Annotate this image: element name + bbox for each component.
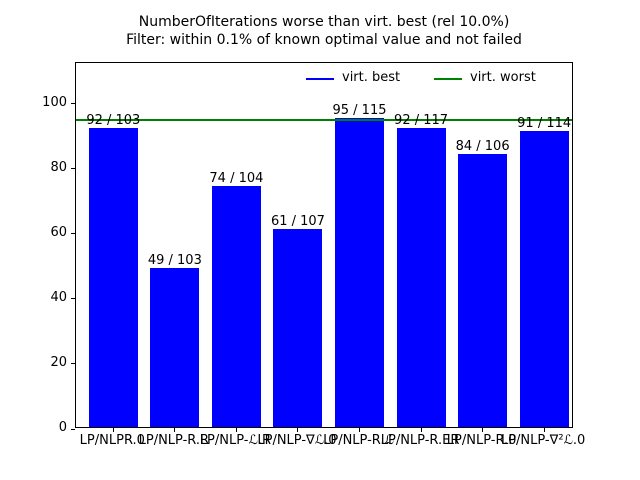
x-axis-tick-label: LP/NLP-R.R: [138, 433, 210, 448]
bar-value-label: 95 / 115: [332, 103, 387, 119]
y-axis-tick-label: 60: [50, 224, 67, 240]
legend-line-virt-best: [306, 78, 334, 80]
chart-title-line2: Filter: within 0.1% of known optimal val…: [126, 32, 522, 48]
x-tick-mark: [420, 428, 422, 432]
chart-title: NumberOfIterations worse than virt. best…: [75, 13, 573, 49]
x-axis-tick-label: LP/NLP-ℒ.R: [199, 433, 271, 448]
y-tick-mark: [71, 103, 75, 105]
bar: [211, 186, 261, 427]
x-tick-mark: [297, 428, 299, 432]
bar: [458, 153, 508, 427]
bar-value-label: 74 / 104: [209, 171, 264, 187]
y-axis-tick-label: 0: [58, 420, 67, 435]
legend-label-virt-best: virt. best: [342, 70, 401, 85]
bar-value-label: 84 / 106: [455, 138, 510, 154]
bar: [150, 267, 200, 427]
x-axis-tick-label: LP/NLP-R.ER: [380, 433, 460, 448]
y-axis-tick-label: 40: [50, 289, 67, 305]
x-tick-mark: [482, 428, 484, 432]
legend-line-virt-worst: [434, 78, 462, 80]
legend-label-virt-worst: virt. worst: [470, 70, 536, 85]
y-tick-mark: [71, 298, 75, 300]
x-tick-mark: [112, 428, 114, 432]
bar: [273, 228, 323, 427]
bar: [519, 131, 569, 427]
bar-value-label: 61 / 107: [270, 213, 325, 229]
y-axis-tick-label: 100: [42, 94, 67, 110]
bar: [396, 127, 446, 427]
y-axis-tick-label: 20: [50, 354, 67, 370]
bar-value-label: 92 / 117: [394, 112, 449, 128]
chart-title-line1: NumberOfIterations worse than virt. best…: [138, 14, 510, 30]
legend: virt. best virt. worst: [306, 67, 564, 91]
legend-entry-virt-best: virt. best: [306, 67, 426, 91]
y-tick-mark: [71, 363, 75, 365]
bar: [335, 118, 384, 427]
bar: [88, 127, 138, 427]
x-tick-mark: [174, 428, 176, 432]
x-axis-tick-label: LP/NLP-R.ℒ: [323, 433, 394, 448]
y-tick-mark: [71, 233, 75, 235]
y-tick-mark: [71, 168, 75, 170]
x-tick-mark: [235, 428, 237, 432]
x-axis-tick-label: LP/NLP-R.0: [446, 433, 517, 448]
x-axis-tick-label: LP/NLPR.0: [79, 433, 145, 448]
x-tick-mark: [543, 428, 545, 432]
x-axis-tick-label: LP/NLP-∇ℒ.0: [257, 433, 337, 448]
bar-value-label: 92 / 103: [86, 112, 141, 128]
bar-value-label: 49 / 103: [147, 252, 202, 268]
plot-area: virt. best virt. worst 92 / 103 49 / 103 7…: [71, 62, 573, 432]
bar-value-label: 91 / 114: [517, 116, 572, 132]
y-axis-tick-label: 80: [50, 159, 67, 175]
x-axis-tick-label: LP/NLP-∇²ℒ.0: [500, 433, 586, 448]
y-tick-mark: [71, 428, 75, 430]
legend-entry-virt-worst: virt. worst: [434, 67, 564, 91]
x-tick-mark: [359, 428, 360, 432]
virt-worst-line: [76, 119, 572, 122]
